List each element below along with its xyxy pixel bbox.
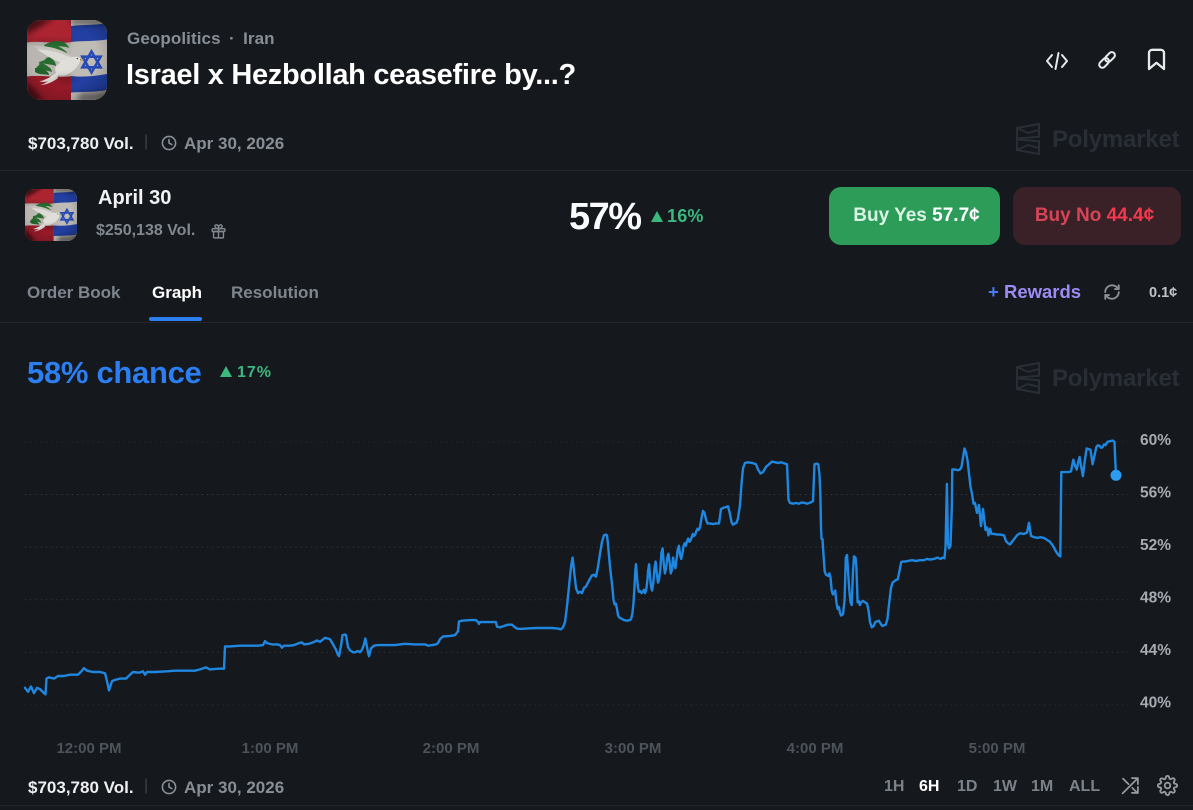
svg-text:1:00 PM: 1:00 PM (242, 740, 299, 757)
svg-text:Polymarket: Polymarket (1052, 126, 1180, 153)
svg-text:3:00 PM: 3:00 PM (605, 740, 662, 757)
svg-text:Polymarket: Polymarket (1052, 365, 1180, 392)
svg-text:52%: 52% (1140, 537, 1171, 554)
svg-text:2:00 PM: 2:00 PM (423, 740, 480, 757)
svg-text:48%: 48% (1140, 590, 1171, 607)
svg-text:44%: 44% (1140, 642, 1171, 659)
svg-text:12:00 PM: 12:00 PM (56, 740, 121, 757)
svg-text:40%: 40% (1140, 695, 1171, 712)
svg-text:60%: 60% (1140, 432, 1171, 449)
svg-text:5:00 PM: 5:00 PM (969, 740, 1026, 757)
svg-text:4:00 PM: 4:00 PM (787, 740, 844, 757)
svg-text:56%: 56% (1140, 485, 1171, 502)
